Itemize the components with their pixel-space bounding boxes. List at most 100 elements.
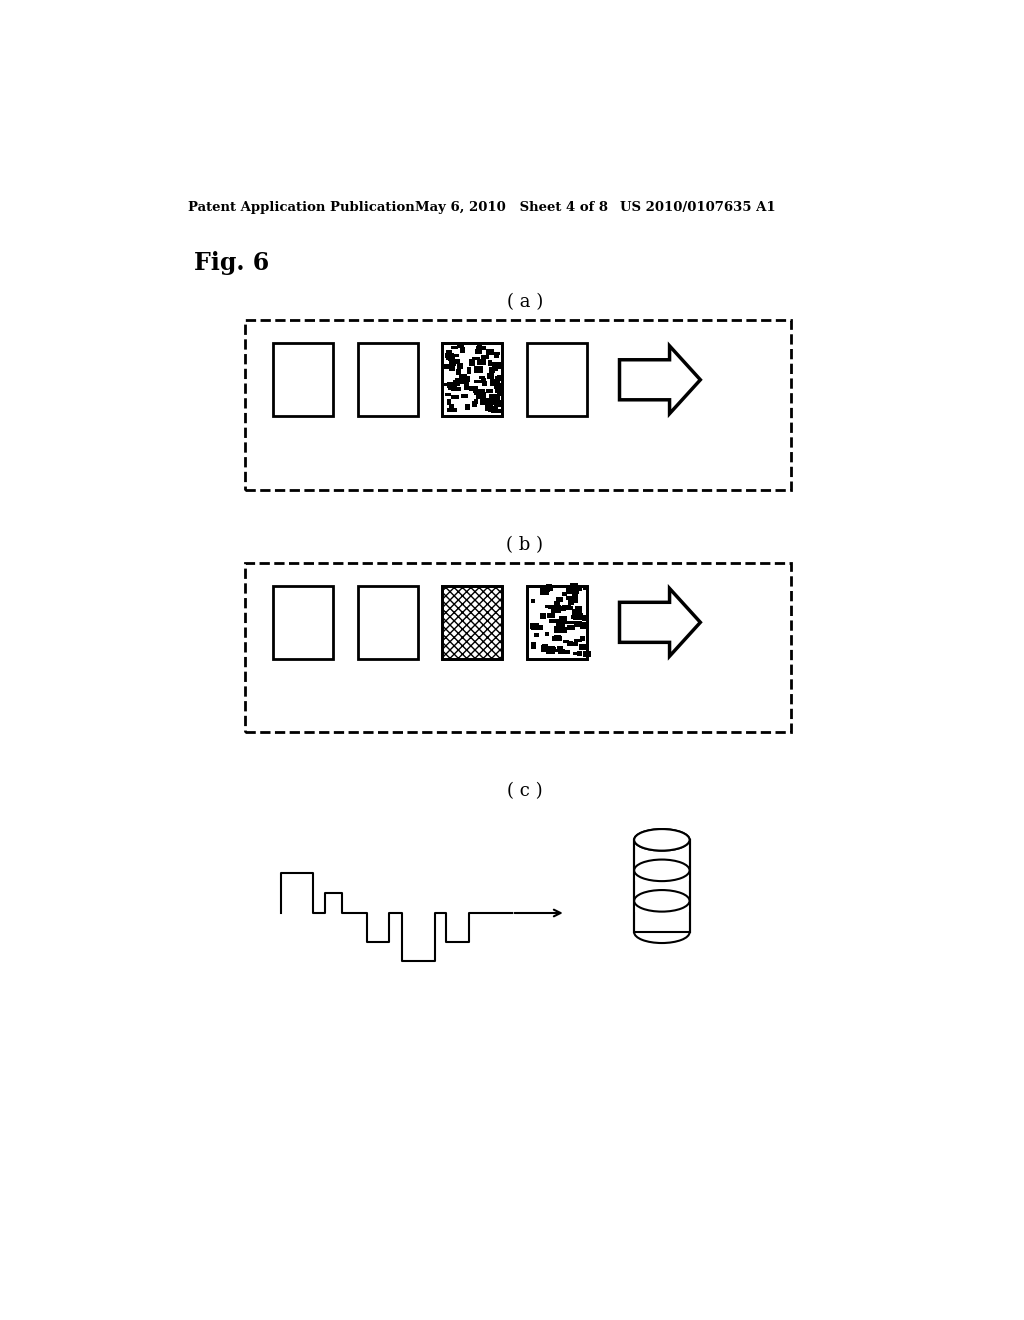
Bar bbox=[452, 387, 458, 391]
Bar bbox=[498, 375, 505, 378]
Bar bbox=[572, 615, 579, 619]
Bar bbox=[568, 599, 573, 605]
Bar bbox=[549, 619, 559, 623]
Bar bbox=[634, 900, 689, 912]
Bar bbox=[551, 607, 561, 614]
Bar bbox=[571, 609, 580, 615]
Bar bbox=[474, 392, 482, 396]
Bar bbox=[573, 652, 582, 655]
Bar bbox=[568, 643, 578, 645]
Bar bbox=[456, 380, 465, 384]
Bar bbox=[562, 591, 567, 595]
Bar bbox=[556, 622, 562, 626]
Bar bbox=[530, 599, 536, 603]
Bar bbox=[570, 582, 578, 589]
Bar bbox=[442, 586, 503, 659]
Bar bbox=[540, 589, 550, 594]
Bar bbox=[357, 586, 418, 659]
Bar bbox=[453, 380, 460, 387]
Bar bbox=[581, 622, 587, 628]
Bar bbox=[457, 370, 461, 375]
Bar bbox=[557, 645, 563, 651]
Bar bbox=[460, 376, 468, 380]
Bar bbox=[531, 626, 539, 631]
Bar bbox=[461, 395, 468, 397]
Bar bbox=[545, 605, 555, 609]
Bar bbox=[444, 352, 454, 358]
Bar bbox=[449, 404, 454, 408]
Bar bbox=[475, 350, 482, 354]
Bar bbox=[583, 647, 590, 649]
Bar bbox=[634, 870, 689, 882]
Bar bbox=[554, 635, 561, 639]
Bar bbox=[490, 397, 498, 404]
Bar bbox=[442, 343, 503, 416]
Bar bbox=[543, 644, 548, 649]
Bar bbox=[542, 587, 551, 593]
Bar bbox=[477, 359, 485, 364]
Bar bbox=[493, 367, 499, 371]
Bar bbox=[573, 585, 582, 591]
Bar bbox=[580, 644, 584, 649]
Bar bbox=[565, 587, 574, 594]
Bar bbox=[494, 409, 502, 413]
Bar bbox=[572, 593, 578, 601]
Bar bbox=[446, 408, 457, 412]
Bar bbox=[459, 375, 467, 380]
Bar bbox=[490, 380, 500, 385]
Bar bbox=[558, 615, 567, 622]
Bar bbox=[488, 408, 492, 412]
Bar bbox=[473, 367, 482, 374]
Bar bbox=[552, 636, 562, 640]
Bar bbox=[563, 640, 569, 643]
Polygon shape bbox=[620, 589, 700, 656]
Bar bbox=[577, 652, 583, 656]
Bar bbox=[444, 383, 451, 385]
Bar bbox=[455, 379, 459, 383]
Bar bbox=[568, 606, 573, 610]
Bar bbox=[566, 595, 575, 599]
Bar bbox=[534, 626, 543, 630]
Bar bbox=[546, 648, 555, 653]
Bar bbox=[583, 651, 592, 657]
Bar bbox=[485, 404, 494, 411]
Bar bbox=[568, 640, 573, 645]
Text: ( c ): ( c ) bbox=[507, 781, 543, 800]
Bar bbox=[580, 623, 586, 630]
Bar bbox=[542, 645, 549, 651]
Bar bbox=[574, 606, 582, 614]
Bar bbox=[494, 396, 501, 401]
Bar bbox=[464, 381, 469, 387]
Bar bbox=[496, 376, 499, 383]
Bar bbox=[498, 401, 502, 407]
Bar bbox=[572, 615, 582, 620]
Bar bbox=[547, 612, 555, 618]
Bar bbox=[545, 632, 549, 636]
Bar bbox=[578, 612, 583, 619]
Bar bbox=[482, 381, 486, 385]
Bar bbox=[464, 385, 473, 389]
Bar bbox=[449, 360, 456, 366]
Text: US 2010/0107635 A1: US 2010/0107635 A1 bbox=[620, 201, 775, 214]
Bar bbox=[541, 614, 546, 619]
Bar bbox=[566, 585, 570, 590]
Text: ( b ): ( b ) bbox=[506, 536, 544, 553]
Bar bbox=[460, 375, 467, 381]
Bar bbox=[458, 345, 464, 348]
Bar bbox=[545, 587, 553, 591]
Bar bbox=[442, 343, 503, 416]
Bar bbox=[446, 350, 452, 355]
Bar bbox=[473, 389, 481, 393]
Bar bbox=[527, 586, 587, 659]
Bar bbox=[487, 374, 495, 379]
Bar bbox=[445, 392, 451, 396]
Bar bbox=[554, 627, 563, 632]
Bar bbox=[481, 355, 489, 359]
Bar bbox=[467, 367, 471, 374]
Bar bbox=[474, 380, 483, 383]
Bar bbox=[558, 627, 567, 634]
Bar bbox=[446, 354, 451, 360]
Bar bbox=[571, 615, 580, 619]
Bar bbox=[581, 644, 586, 649]
Bar bbox=[245, 321, 792, 490]
